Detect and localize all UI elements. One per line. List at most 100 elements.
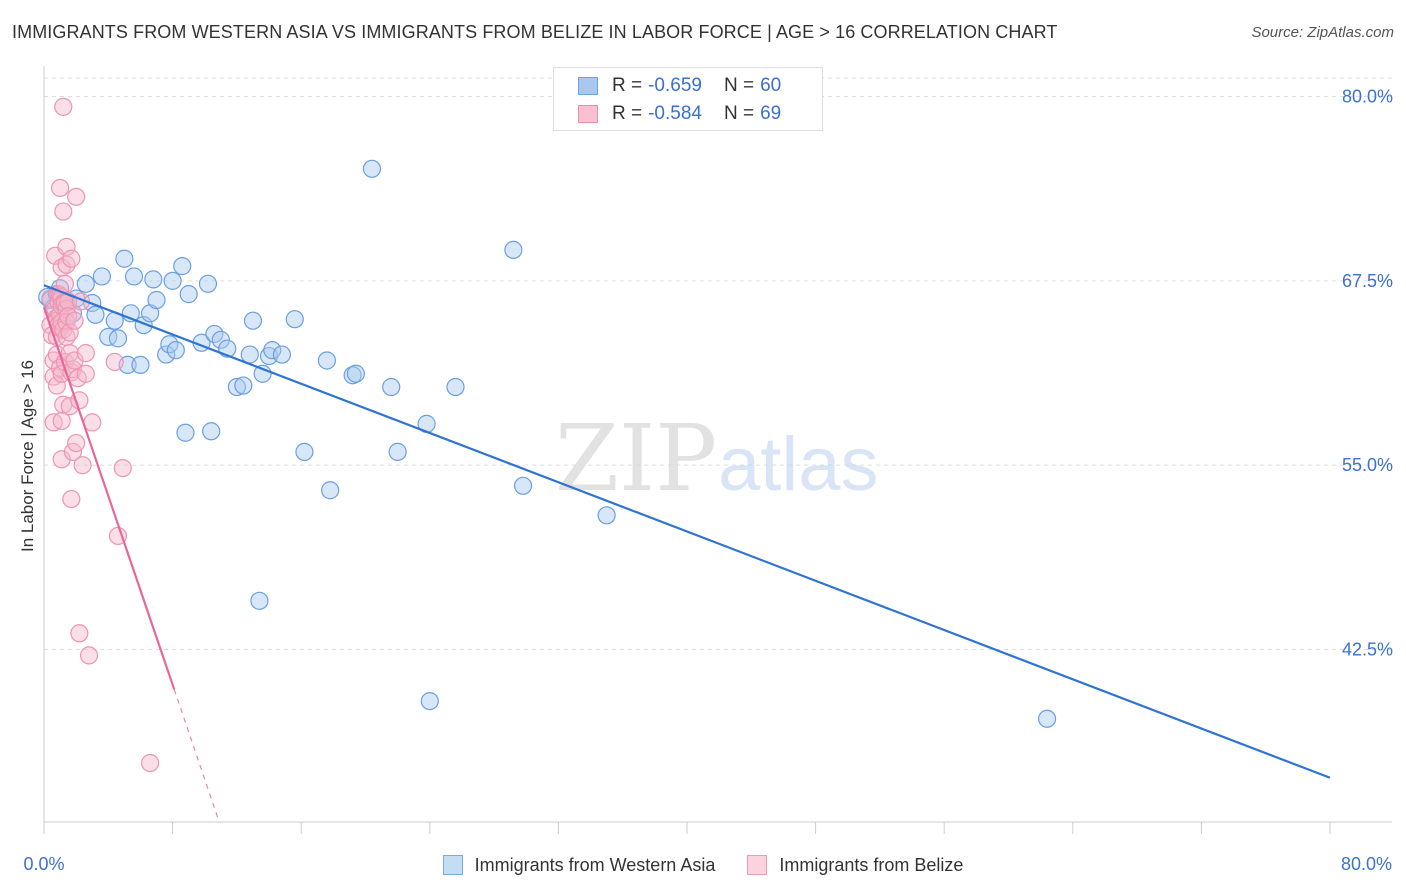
legend-r-value: -0.659	[648, 75, 702, 96]
point-belize	[70, 624, 89, 643]
point-belize	[57, 237, 76, 257]
point-western-asia	[227, 377, 246, 397]
point-belize	[67, 187, 86, 206]
point-western-asia	[179, 285, 198, 304]
point-western-asia	[86, 305, 105, 324]
y-axis-label: In Labor Force | Age > 16	[18, 359, 37, 553]
point-western-asia	[285, 310, 304, 329]
point-belize	[50, 178, 70, 198]
y-tick-label: 67.5%	[1342, 271, 1393, 291]
series-swatch-belize	[747, 855, 768, 875]
legend-swatch-western-asia	[578, 77, 598, 95]
point-western-asia	[99, 327, 118, 346]
point-western-asia	[346, 364, 365, 383]
x-tick-label: 80.0%	[1341, 854, 1392, 874]
point-belize	[105, 352, 124, 372]
point-western-asia	[144, 270, 163, 289]
point-western-asia	[131, 355, 150, 375]
point-belize	[57, 255, 76, 274]
legend-r-label: R =	[612, 103, 643, 124]
point-western-asia	[176, 423, 195, 442]
point-western-asia	[92, 267, 111, 286]
point-western-asia	[76, 274, 95, 293]
point-belize	[52, 411, 71, 431]
point-western-asia	[1037, 709, 1057, 728]
point-western-asia	[202, 422, 221, 441]
tick-labels: 80.0% 67.5% 55.0% 42.5% 0.0% 80.0%	[23, 87, 1393, 874]
legend-n-label: N =	[723, 75, 755, 96]
point-western-asia	[108, 329, 128, 348]
point-belize	[79, 646, 99, 665]
trend-line-belize-extension	[173, 689, 220, 823]
y-tick-label: 42.5%	[1342, 639, 1393, 659]
point-belize	[54, 97, 73, 116]
legend-n-label: N =	[723, 103, 755, 124]
point-belize	[67, 433, 86, 453]
point-western-asia	[446, 377, 465, 397]
trend-lines	[42, 284, 1331, 823]
legend-n-value: 60	[760, 75, 782, 96]
point-western-asia	[513, 476, 533, 495]
point-western-asia	[597, 506, 616, 525]
series-swatch-western-asia	[442, 855, 463, 875]
point-belize	[76, 364, 95, 383]
point-western-asia	[272, 345, 292, 364]
point-belize	[65, 311, 84, 330]
point-western-asia	[382, 377, 401, 397]
point-western-asia	[163, 271, 182, 290]
source-label: Source: ZipAtlas.com	[1251, 24, 1394, 41]
axes	[43, 66, 1392, 834]
y-tick-label: 80.0%	[1342, 87, 1393, 107]
point-belize	[55, 274, 74, 293]
point-belize	[60, 323, 79, 342]
point-belize	[47, 376, 66, 395]
point-western-asia	[147, 290, 166, 310]
point-belize	[113, 459, 132, 478]
point-western-asia	[115, 249, 134, 268]
series-label-belize: Immigrants from Belize	[779, 854, 964, 875]
point-western-asia	[157, 345, 176, 364]
legend-row-western-asia: R = -0.659 N = 60	[578, 73, 781, 99]
point-belize	[62, 489, 81, 509]
point-western-asia	[321, 481, 340, 500]
point-western-asia	[250, 591, 269, 610]
point-western-asia	[420, 691, 439, 711]
point-western-asia	[198, 274, 218, 293]
point-western-asia	[166, 341, 185, 360]
point-western-asia	[504, 240, 523, 259]
point-belize	[54, 202, 73, 221]
data-points	[38, 97, 1057, 773]
point-western-asia	[362, 159, 382, 178]
point-western-asia	[240, 345, 259, 364]
series-legend-western-asia[interactable]: Immigrants from Western Asia	[442, 854, 716, 876]
point-belize	[73, 456, 92, 475]
watermark: ZIP atlas	[555, 405, 879, 512]
point-belize	[140, 753, 160, 773]
legend-n-value: 69	[760, 103, 782, 124]
correlation-legend: R = -0.659 N = 60 R = -0.584 N = 69	[553, 67, 823, 131]
point-western-asia	[173, 257, 192, 276]
legend-r-value: -0.584	[648, 103, 702, 124]
point-western-asia	[124, 267, 144, 286]
legend-row-belize: R = -0.584 N = 69	[578, 101, 781, 127]
watermark-zip: ZIP	[555, 405, 717, 512]
trend-line-belize	[42, 307, 176, 690]
point-belize	[52, 450, 71, 469]
series-legend: Immigrants from Western Asia Immigrants …	[0, 852, 1406, 878]
trend-line-western-asia	[43, 284, 1331, 779]
series-legend-belize[interactable]: Immigrants from Belize	[747, 855, 963, 876]
legend-r-label: R =	[612, 75, 643, 96]
x-tick-label: 0.0%	[23, 854, 64, 874]
y-tick-label: 55.0%	[1342, 455, 1393, 475]
point-western-asia	[295, 442, 314, 461]
point-western-asia	[243, 311, 263, 330]
point-belize	[65, 351, 84, 370]
point-western-asia	[317, 351, 337, 370]
chart-title: IMMIGRANTS FROM WESTERN ASIA VS IMMIGRAN…	[12, 22, 1058, 42]
watermark-atlas: atlas	[718, 422, 879, 507]
point-western-asia	[263, 341, 282, 360]
legend-swatch-belize	[578, 105, 598, 123]
series-label-western-asia: Immigrants from Western Asia	[474, 854, 716, 875]
point-belize	[62, 249, 81, 268]
point-western-asia	[234, 376, 253, 395]
